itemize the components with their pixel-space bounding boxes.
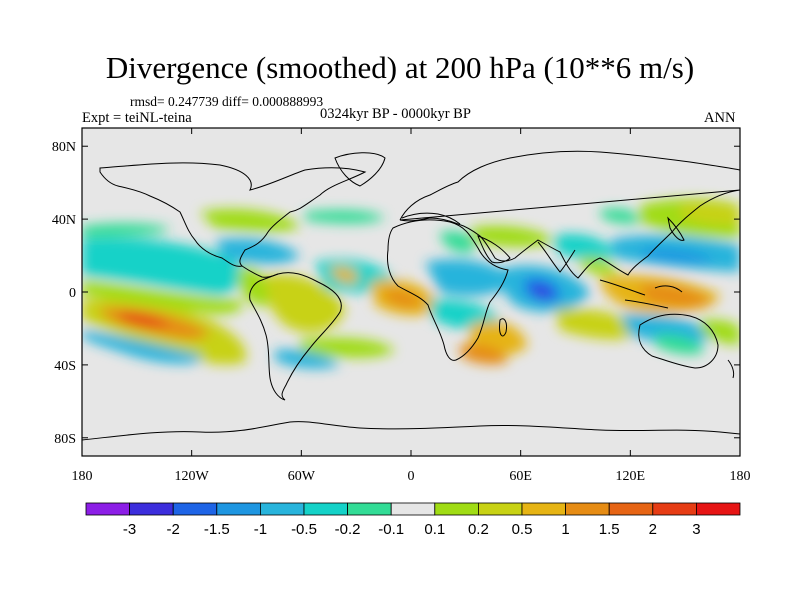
coast-antarctica — [82, 421, 740, 441]
colorbar-box — [477, 502, 523, 516]
axis-ticks: 180 120W 60W 0 60E 120E 180 80N 40N 0 40S 80S — [52, 128, 751, 484]
colorbar-label: 0.2 — [468, 521, 489, 538]
colorbar-labels: -3 -2 -1.5 -1 -0.5 -0.2 -0.1 0.1 0.2 0.5 1 1.5 2 3 — [123, 521, 701, 538]
colorbar-label: 3 — [692, 521, 700, 538]
field-pacific-tropical-negative — [82, 238, 242, 295]
colorbar-box — [172, 502, 218, 516]
colorbar-label: -2 — [167, 521, 180, 538]
coast-north-america — [99, 162, 367, 267]
colorbar-box — [696, 502, 741, 516]
colorbar-box — [608, 502, 654, 516]
colorbar-box — [303, 502, 348, 516]
colorbar-label: 0.5 — [512, 521, 533, 538]
colorbar-label: -0.1 — [378, 521, 404, 538]
colorbar-box — [521, 502, 566, 516]
coast-japan — [667, 216, 685, 241]
colorbar-label: -3 — [123, 521, 136, 538]
season-label: ANN — [704, 110, 736, 126]
field-west-pacific-core — [640, 248, 715, 264]
field-india-cyan — [555, 233, 615, 261]
coast-indonesia — [599, 279, 683, 309]
field-pacific-sw-peak — [120, 312, 170, 328]
colorbar-box — [652, 502, 697, 516]
y-tick-label: 0 — [69, 286, 76, 301]
coast-arabia — [477, 235, 511, 264]
coast-greenland — [334, 152, 386, 187]
field-east-africa-orange — [460, 344, 508, 365]
coast-australia — [638, 313, 719, 369]
x-tick-label: 120W — [175, 469, 210, 484]
experiment-label: Expt = teiNL-teina — [82, 110, 192, 126]
x-tick-label: 0 — [408, 469, 415, 484]
field-africa-central-negative — [425, 259, 515, 296]
y-tick-label: 80S — [54, 432, 76, 447]
y-tick-label: 40S — [54, 359, 76, 374]
coast-new-zealand — [727, 359, 735, 379]
y-tick-label: 40N — [52, 213, 76, 228]
field-pacific-band-green — [82, 280, 243, 315]
field-south-atlantic-green — [300, 337, 395, 358]
coast-south-america — [249, 272, 342, 401]
field-atlantic-green-strip — [305, 210, 385, 224]
colorbar-label: 0.1 — [424, 521, 445, 538]
coast-mediterranean — [401, 212, 461, 225]
colorbar-boxes — [85, 502, 741, 516]
colorbar-box — [434, 502, 479, 516]
colorbar-label: -0.5 — [291, 521, 317, 538]
x-tick-label: 180 — [730, 469, 751, 484]
colorbar-label: -1.5 — [204, 521, 230, 538]
colorbar-box — [565, 502, 610, 516]
field-africa-west-core — [385, 289, 422, 308]
field-amazon-positive — [264, 274, 345, 333]
coast-eurasia — [399, 150, 740, 279]
coast-africa — [387, 219, 509, 361]
colorbar-box — [259, 502, 305, 516]
x-tick-label: 120E — [616, 469, 646, 484]
colorbar-box — [216, 502, 261, 516]
plot-title: Divergence (smoothed) at 200 hPa (10**6 … — [105, 50, 695, 85]
field-indian-ocean-south-positive — [555, 308, 645, 340]
field-india-green — [580, 257, 618, 275]
coastlines — [82, 150, 740, 441]
x-tick-label: 180 — [72, 469, 93, 484]
x-tick-label: 60E — [509, 469, 532, 484]
colorbar-label: 2 — [649, 521, 657, 538]
y-tick-label: 80N — [52, 140, 76, 155]
colorbar-label: 1.5 — [599, 521, 620, 538]
field-east-africa-green — [440, 231, 475, 253]
field-australia-green — [655, 334, 705, 355]
field-caribbean-cyan — [215, 238, 300, 264]
period-label: 0324kyr BP - 0000kyr BP — [320, 106, 471, 122]
field-indian-ocean-peak — [535, 287, 549, 299]
field-south-atlantic-cyan — [275, 349, 340, 369]
field-east-asia-cyan — [600, 208, 640, 224]
colorbar-box — [85, 502, 130, 516]
colorbar-box — [390, 502, 436, 516]
stats-label: rmsd= 0.247739 diff= 0.000888993 — [130, 94, 324, 109]
coast-india — [537, 241, 576, 273]
colorbar-label: 1 — [561, 521, 569, 538]
colorbar-label: -1 — [254, 521, 267, 538]
coast-madagascar — [499, 318, 507, 337]
colorbar-box — [129, 502, 174, 516]
colorbar-label: -0.2 — [335, 521, 361, 538]
divergence-field — [82, 198, 740, 369]
field-australia-cyan — [620, 314, 715, 344]
x-tick-label: 60W — [288, 469, 316, 484]
field-north-pacific-green — [82, 223, 170, 238]
colorbar-box — [347, 502, 392, 516]
field-north-atlantic-green — [200, 208, 300, 232]
field-atlantic-orange-north — [330, 267, 359, 283]
field-pacific-south-cyan — [82, 330, 202, 364]
field-south-pacific-east-green — [700, 319, 740, 345]
field-maritime-continent-core — [640, 284, 712, 308]
field-north-pacific-core — [680, 202, 740, 226]
